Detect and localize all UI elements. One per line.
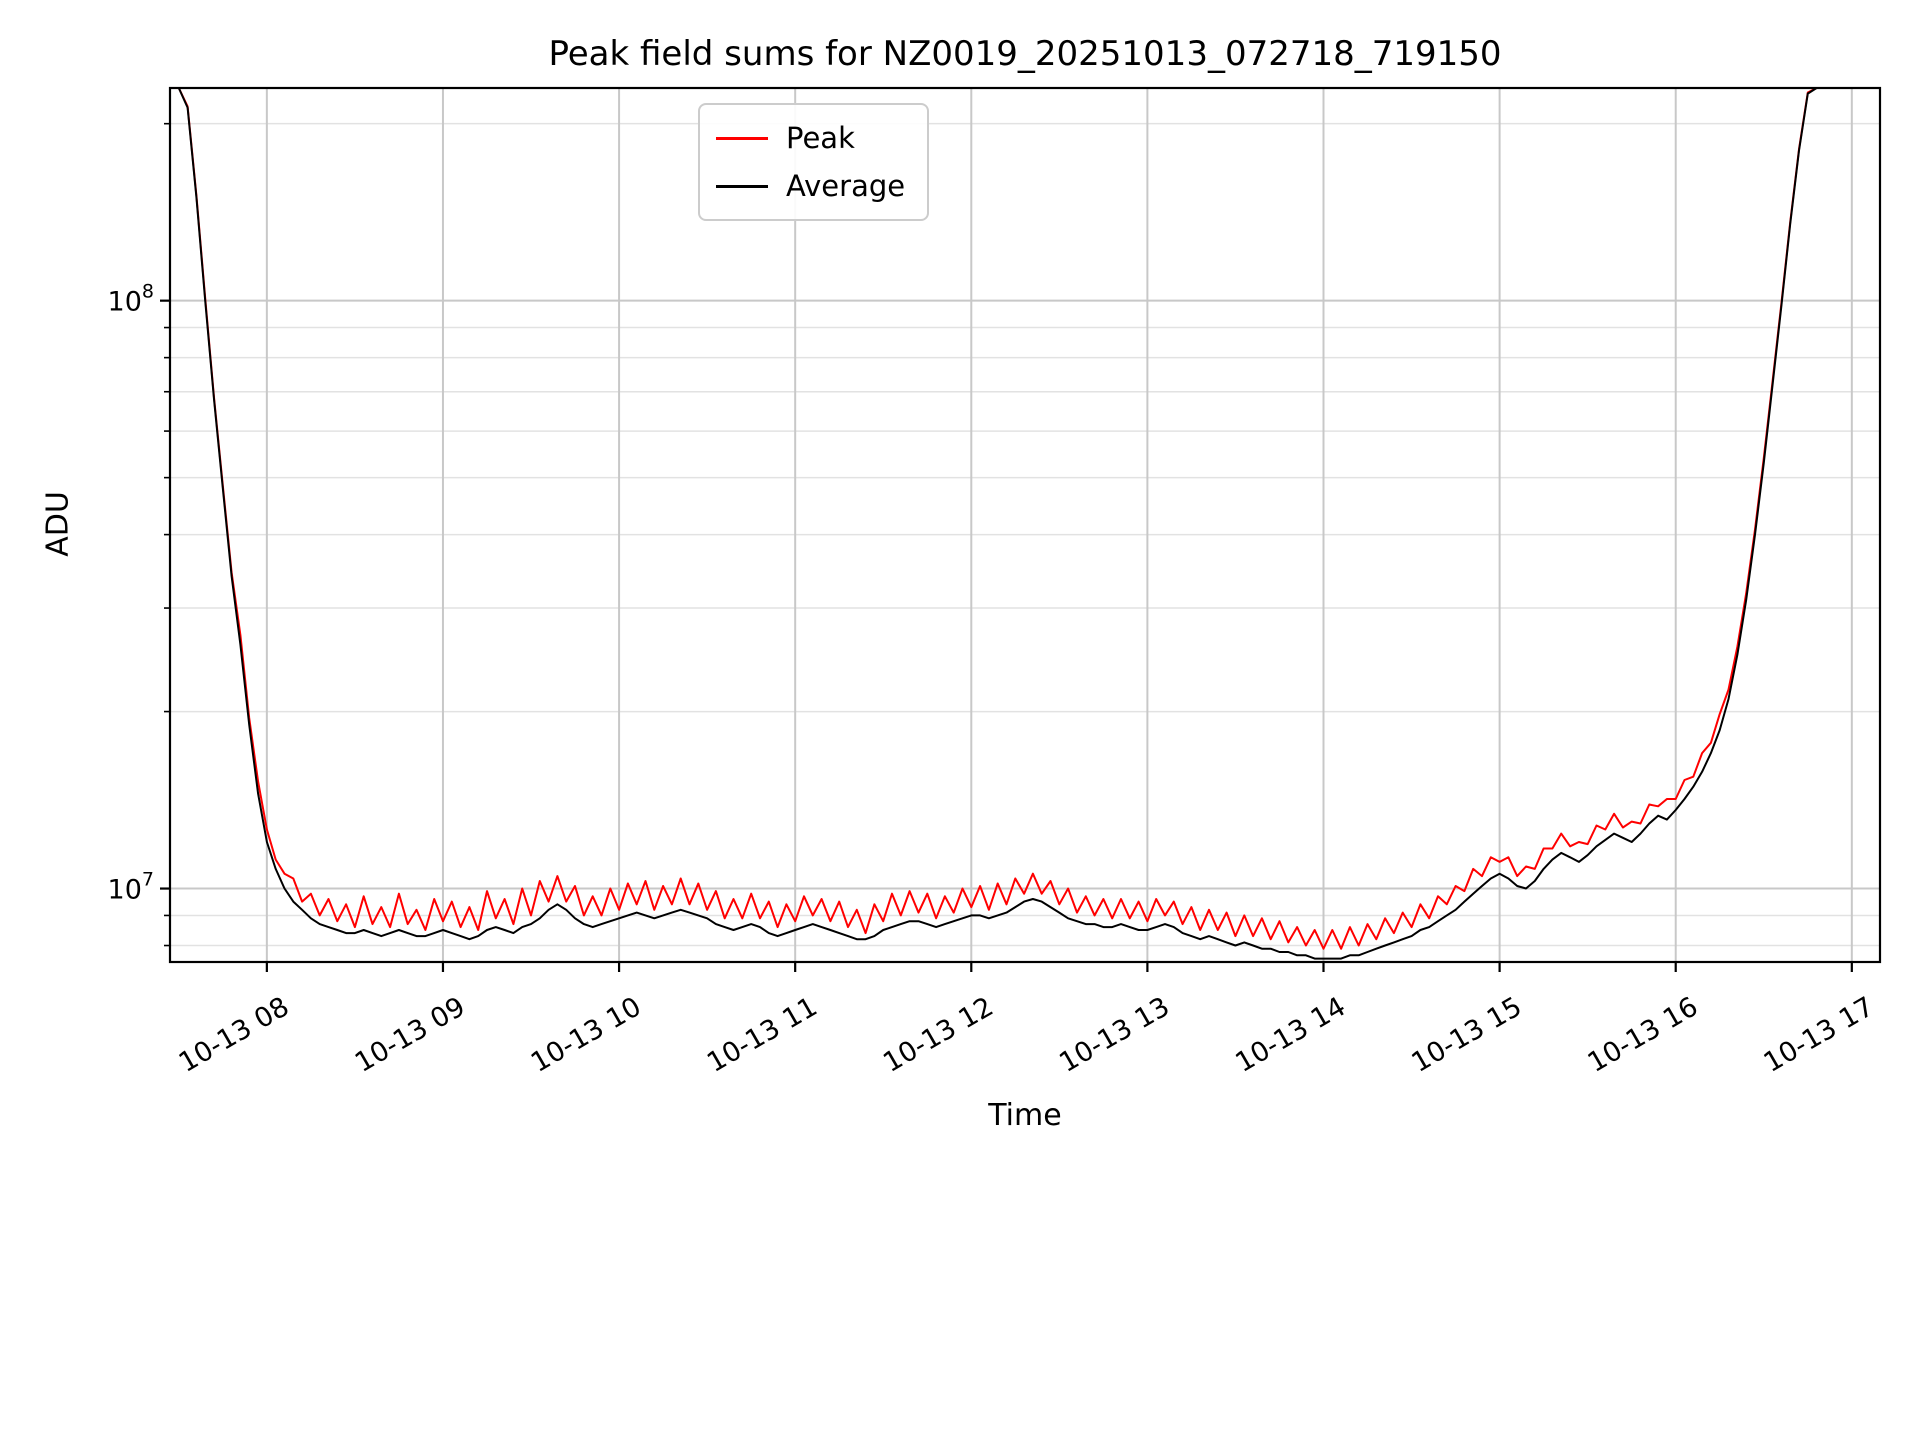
x-tick-label: 10-13 14 <box>1230 991 1351 1079</box>
grid-minor <box>170 122 1880 947</box>
legend-label: Average <box>786 169 906 203</box>
x-tick-label: 10-13 08 <box>174 991 295 1079</box>
legend-line-swatch-peak <box>716 136 768 140</box>
axis-spines <box>168 86 1882 964</box>
legend-entry: Average <box>716 165 905 207</box>
legend-entry: Peak <box>716 117 905 159</box>
x-axis-label: Time <box>988 1098 1062 1133</box>
x-tick-label: 10-13 10 <box>526 991 647 1079</box>
chart-title: Peak field sums for NZ0019_20251013_0727… <box>548 34 1502 74</box>
x-tick-label: 10-13 16 <box>1583 991 1704 1079</box>
x-tick-label: 10-13 11 <box>702 991 823 1079</box>
y-tick-label: 107 <box>108 869 154 906</box>
x-tick-label: 10-13 09 <box>350 991 471 1079</box>
x-tick-label: 10-13 13 <box>1054 991 1175 1079</box>
x-tick-label: 10-13 17 <box>1759 991 1880 1079</box>
series-group <box>170 88 1880 960</box>
legend: Peak Average <box>698 103 930 221</box>
series-peak-line <box>170 88 1880 950</box>
axis-ticks <box>160 122 1853 972</box>
grid-major <box>170 88 1880 962</box>
legend-line-swatch-average <box>716 184 768 188</box>
series-average-line <box>170 88 1880 960</box>
y-axis-label: ADU <box>40 491 76 557</box>
x-tick-label: 10-13 12 <box>878 991 999 1079</box>
x-tick-label: 10-13 15 <box>1406 991 1527 1079</box>
legend-label: Peak <box>786 121 855 155</box>
y-tick-label: 108 <box>108 281 154 318</box>
